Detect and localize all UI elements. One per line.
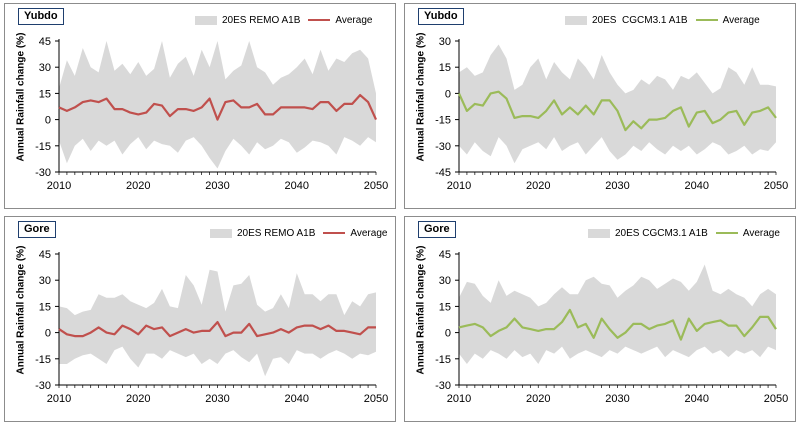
x-tick-label: 2010 (447, 180, 471, 192)
chart-legend: 20ES REMO A1B Average (195, 14, 372, 26)
chart-plot-area: -30 -15 0 15 30 45 2010 2020 2030 2040 2050 (35, 36, 388, 192)
x-tick-label: 2050 (764, 393, 788, 405)
y-tick-label: -15 (435, 354, 451, 366)
legend-band-swatch (210, 228, 232, 238)
y-tick-label: 45 (39, 249, 51, 261)
y-tick-label: 15 (439, 62, 451, 74)
chart-legend: 20ES REMO A1B Average (210, 227, 387, 239)
x-tick-label: 2020 (526, 180, 550, 192)
legend-band-label: 20ES CGCM3.1 A1B (615, 227, 708, 239)
y-axis-label: Annual Rainfall change (%) (415, 32, 427, 162)
y-axis-label: Annual Rainfall change (%) (415, 245, 427, 375)
legend-line-swatch (308, 19, 331, 21)
chart-panel-yubdo-cgcm: -45 -30 -15 0 15 30 2010 2020 2030 2040 2050 Yubdo… (404, 3, 796, 209)
x-tick-label: 2020 (126, 180, 150, 192)
y-tick-label: 30 (39, 275, 51, 287)
average-line (457, 90, 777, 132)
legend-line-label: Average (722, 14, 760, 26)
y-tick-label: 0 (45, 328, 51, 340)
legend-band-label: 20ES REMO A1B (237, 227, 316, 239)
y-tick-label: -15 (35, 141, 51, 153)
x-tick-label: 2040 (285, 180, 309, 192)
x-tick-label: 2020 (526, 393, 550, 405)
x-tick-label: 2010 (47, 393, 71, 405)
station-label: Yubdo (18, 8, 64, 25)
y-tick-label: -15 (35, 354, 51, 366)
x-tick-label: 2040 (285, 393, 309, 405)
x-tick-label: 2030 (605, 180, 629, 192)
y-tick-label: -45 (435, 167, 451, 179)
chart-legend: 20ES CGCM3.1 A1B Average (565, 14, 760, 26)
y-tick-label: -15 (435, 115, 451, 127)
x-tick-label: 2030 (205, 393, 229, 405)
chart-legend: 20ES CGCM3.1 A1B Average (588, 227, 780, 239)
range-band (59, 41, 376, 169)
chart-panel-gore-remo: -30 -15 0 15 30 45 2010 2020 2030 2040 2050 Gore A… (4, 216, 396, 422)
y-tick-label: 15 (39, 301, 51, 313)
chart-panel-yubdo-remo: -30 -15 0 15 30 45 2010 2020 2030 2040 2050 Yubdo … (4, 3, 396, 209)
y-tick-label: 15 (439, 301, 451, 313)
legend-line-label: Average (350, 227, 388, 239)
chart-plot-area: -45 -30 -15 0 15 30 2010 2020 2030 2040 2050 (435, 36, 788, 192)
y-tick-label: 0 (445, 88, 451, 100)
y-tick-label: 0 (45, 115, 51, 127)
y-axis-label: Annual Rainfall change (%) (15, 245, 27, 375)
average-line (458, 308, 777, 341)
y-tick-label: -30 (435, 380, 451, 392)
x-tick-label: 2040 (685, 393, 709, 405)
chart-plot-area: -30 -15 0 15 30 45 2010 2020 2030 2040 2050 (35, 249, 388, 405)
legend-band-label: 20ES REMO A1B (222, 14, 301, 26)
chart-panel-gore-cgcm: -30 -15 0 15 30 45 2010 2020 2030 2040 2050 Gore A… (404, 216, 796, 422)
x-tick-label: 2050 (764, 180, 788, 192)
y-tick-label: -30 (35, 167, 51, 179)
legend-line-swatch (323, 232, 346, 234)
y-tick-label: 45 (439, 249, 451, 261)
legend-band-swatch (195, 15, 217, 25)
y-tick-label: -30 (435, 141, 451, 153)
y-tick-label: 0 (445, 328, 451, 340)
x-tick-label: 2020 (126, 393, 150, 405)
y-axis-label: Annual Rainfall change (%) (15, 32, 27, 162)
y-tick-label: 15 (39, 88, 51, 100)
x-tick-label: 2030 (605, 393, 629, 405)
average-line (58, 94, 378, 121)
legend-line-swatch (695, 19, 718, 21)
y-tick-label: -30 (35, 380, 51, 392)
legend-line-label: Average (742, 227, 780, 239)
x-tick-label: 2010 (47, 180, 71, 192)
range-band (459, 44, 776, 164)
y-tick-label: 30 (439, 36, 451, 48)
legend-band-swatch (588, 228, 610, 238)
y-tick-label: 45 (39, 36, 51, 48)
range-band (459, 264, 776, 364)
legend-band-label: 20ES CGCM3.1 A1B (592, 14, 688, 26)
station-label: Gore (18, 221, 56, 238)
x-tick-label: 2050 (364, 180, 388, 192)
x-tick-label: 2030 (205, 180, 229, 192)
x-tick-label: 2010 (447, 393, 471, 405)
legend-line-label: Average (335, 14, 373, 26)
y-tick-label: 30 (39, 62, 51, 74)
x-tick-label: 2050 (364, 393, 388, 405)
station-label: Gore (418, 221, 456, 238)
x-tick-label: 2040 (685, 180, 709, 192)
average-line (58, 321, 376, 338)
legend-band-swatch (565, 15, 587, 25)
y-tick-label: 30 (439, 275, 451, 287)
legend-line-swatch (715, 232, 738, 234)
station-label: Yubdo (418, 8, 464, 25)
chart-plot-area: -30 -15 0 15 30 45 2010 2020 2030 2040 2050 (435, 249, 788, 405)
